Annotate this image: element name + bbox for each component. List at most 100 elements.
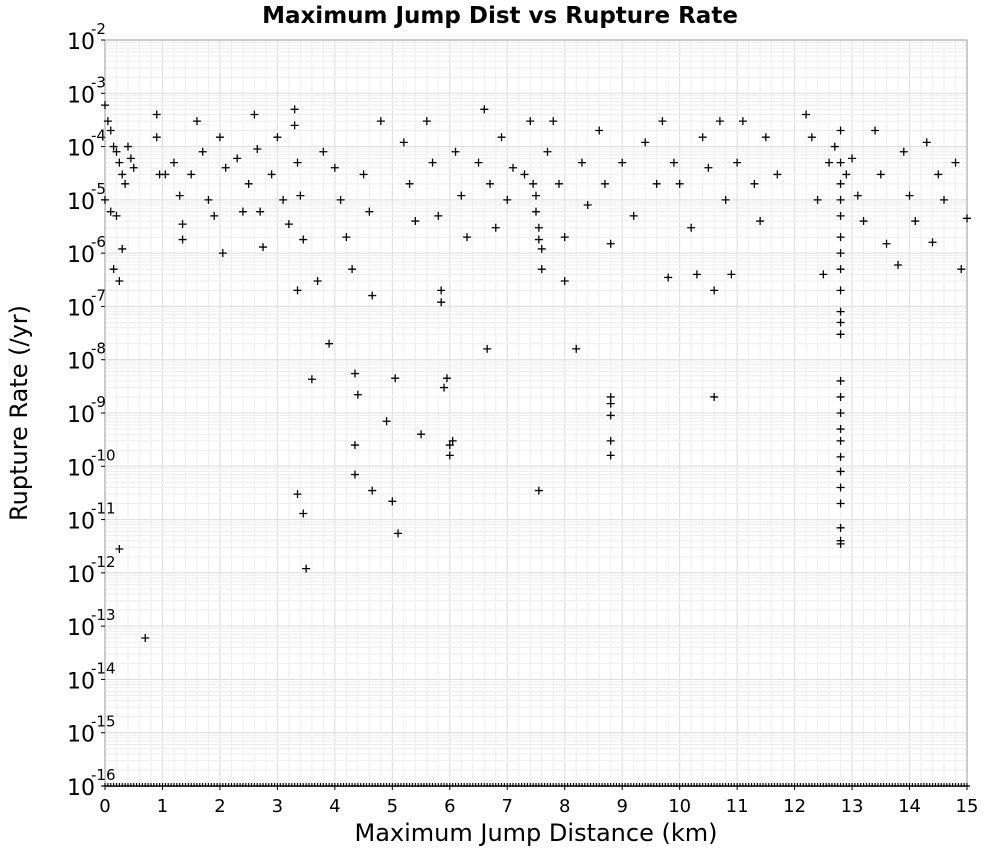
y-axis-label: Rupture Rate (/yr) [5, 305, 33, 521]
x-tick-label: 14 [898, 796, 921, 817]
y-tick-label-base: 10 [67, 30, 95, 55]
data-point [253, 145, 262, 154]
data-point [859, 217, 868, 226]
y-tick-label-base: 10 [67, 296, 95, 321]
data-point [330, 163, 339, 172]
data-point [532, 191, 540, 200]
y-tick-label-exponent: -14 [91, 659, 116, 677]
chart-title: Maximum Jump Dist vs Rupture Rate [262, 3, 738, 29]
y-tick-label-exponent: -5 [91, 180, 106, 198]
data-point [215, 133, 224, 142]
x-tick-label: 8 [559, 796, 570, 817]
y-tick-label-base: 10 [67, 83, 95, 108]
data-point [687, 223, 696, 232]
data-point [101, 101, 109, 110]
data-point [750, 179, 759, 188]
data-point [350, 369, 359, 378]
data-point [256, 207, 265, 216]
data-point [437, 298, 446, 307]
data-point [368, 291, 377, 300]
data-point [583, 201, 592, 210]
data-point [882, 239, 891, 248]
data-point [606, 239, 615, 248]
data-point [721, 195, 730, 204]
data-point [336, 195, 345, 204]
data-point [106, 126, 115, 135]
x-axis-label: Maximum Jump Distance (km) [355, 819, 718, 847]
data-point [836, 158, 845, 167]
data-point [836, 425, 845, 434]
floor-marker-row [102, 783, 970, 787]
data-point [572, 344, 581, 353]
data-point [259, 243, 268, 252]
y-tick-label-exponent: -8 [91, 340, 106, 358]
y-tick-label-exponent: -4 [91, 127, 106, 145]
data-point [520, 170, 529, 179]
data-point [894, 260, 903, 269]
data-point [836, 330, 845, 339]
x-tick-label: 15 [956, 796, 979, 817]
data-point [299, 235, 308, 244]
data-point [836, 483, 845, 492]
data-point [606, 399, 615, 408]
data-point [411, 217, 420, 226]
data-point [394, 529, 403, 538]
data-point [905, 191, 914, 200]
data-point [313, 277, 322, 286]
data-point [526, 117, 535, 126]
data-point [842, 170, 851, 179]
x-tick-label: 13 [841, 796, 864, 817]
data-point [123, 142, 132, 151]
data-point [486, 179, 495, 188]
data-point [836, 265, 845, 274]
data-point [103, 117, 112, 126]
data-point [738, 117, 747, 126]
y-tick-label-base: 10 [67, 563, 95, 588]
data-point [761, 133, 770, 142]
y-tick-label-exponent: -16 [91, 766, 116, 784]
data-point [825, 158, 834, 167]
data-point [669, 158, 678, 167]
y-tick-label-exponent: -11 [91, 500, 116, 518]
x-tick-label: 6 [444, 796, 455, 817]
x-axis-ticks: 0 1 2 3 4 5 6 7 8 9 10 11 12 13 14 15 [99, 786, 978, 817]
data-point [836, 523, 845, 532]
y-tick-label-exponent: -13 [91, 606, 116, 624]
data-point [836, 392, 845, 401]
data-point [115, 277, 124, 286]
x-tick-label: 1 [157, 796, 168, 817]
data-point [210, 211, 219, 220]
y-tick-label-base: 10 [67, 456, 95, 481]
data-point [152, 133, 161, 142]
data-point [560, 277, 569, 286]
data-point [399, 138, 408, 147]
data-point [773, 170, 782, 179]
data-point [348, 265, 357, 274]
data-point [457, 191, 466, 200]
data-point [115, 158, 124, 167]
data-point [175, 191, 184, 200]
data-point [434, 211, 443, 220]
data-point [169, 158, 178, 167]
data-point [819, 270, 828, 279]
y-tick-label-exponent: -3 [91, 73, 106, 91]
data-point [293, 286, 302, 295]
y-tick-label-base: 10 [67, 510, 95, 535]
data-point [106, 207, 115, 216]
data-point [710, 392, 719, 401]
x-tick-label: 10 [668, 796, 691, 817]
data-point [405, 179, 414, 188]
data-point [534, 223, 543, 232]
data-point [652, 179, 661, 188]
data-point [480, 105, 489, 114]
data-point [299, 509, 308, 518]
data-point [836, 539, 845, 548]
data-point [692, 270, 701, 279]
x-tick-label: 11 [726, 796, 749, 817]
data-point [836, 409, 845, 417]
data-point [109, 142, 118, 151]
data-point [871, 126, 880, 135]
data-point [606, 451, 615, 460]
data-point [178, 235, 187, 244]
data-point [698, 133, 707, 142]
